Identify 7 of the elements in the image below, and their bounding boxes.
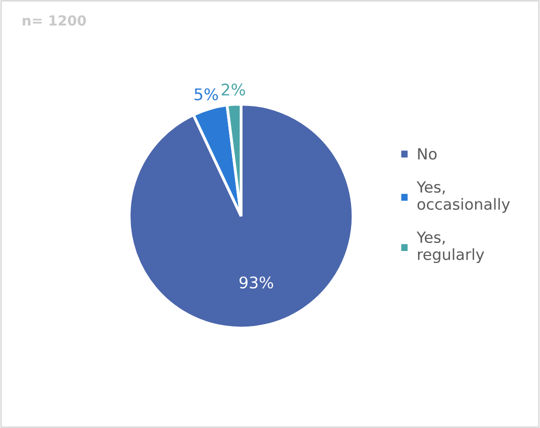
data-label: 2% (222, 84, 246, 96)
legend-label: Yes, regularly (416, 232, 484, 264)
legend-label: Yes, occasionally (416, 181, 510, 213)
pie-slice (128, 102, 354, 330)
legend-label: No (418, 148, 437, 160)
data-label: 5% (194, 88, 218, 100)
data-label: 93% (240, 276, 274, 289)
